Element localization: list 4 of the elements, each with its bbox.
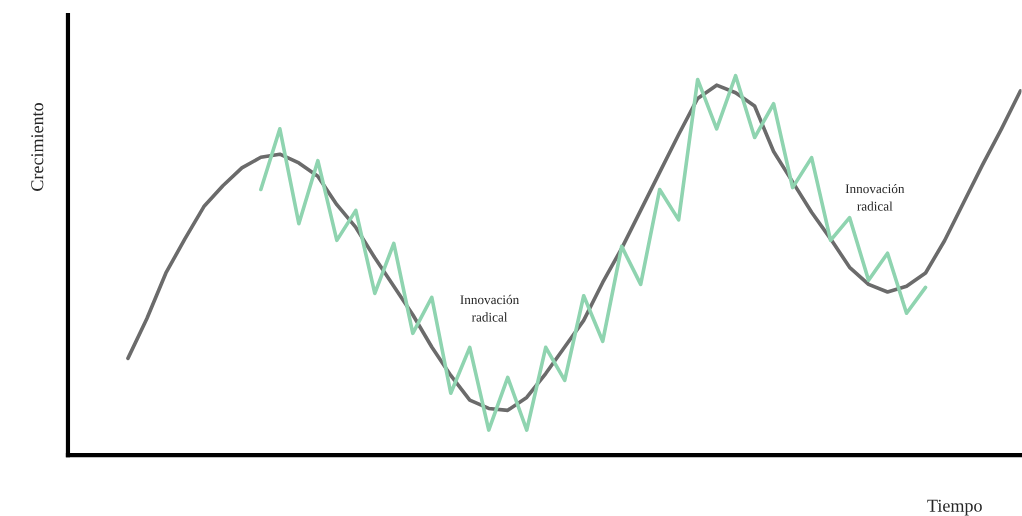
annotation: Innovación radical xyxy=(845,183,905,211)
x-axis-title: Tiempo xyxy=(927,499,982,516)
annotation: Innovación radical xyxy=(460,294,520,322)
y-axis-title: Crecimiento xyxy=(31,103,44,191)
